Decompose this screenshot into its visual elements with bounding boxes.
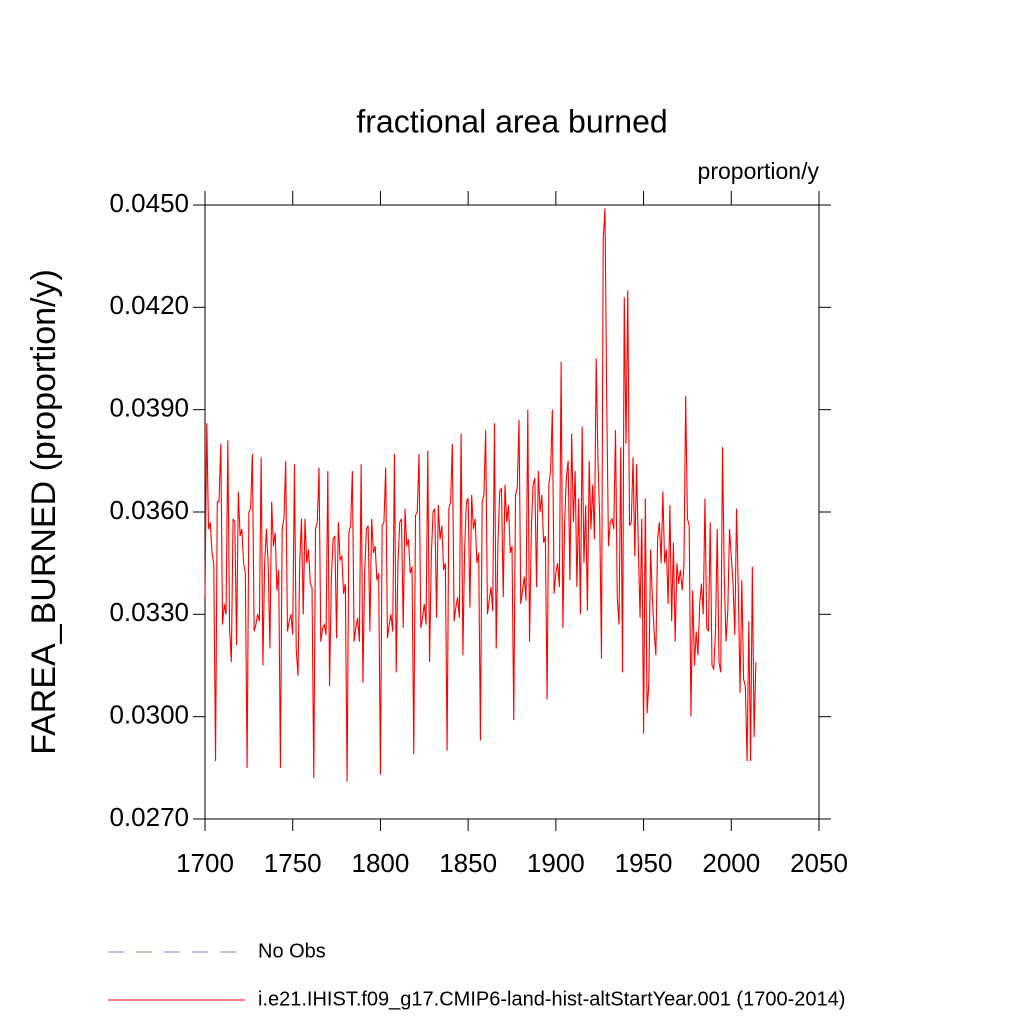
y-axis-label: FAREA_BURNED (proportion/y) [25,269,63,755]
y-tick-label: 0.0360 [109,495,189,525]
y-tick-label: 0.0330 [109,597,189,627]
data-line [204,208,757,782]
y-tick-label: 0.0270 [109,802,189,832]
x-tick-label: 2000 [702,848,760,878]
x-tick-label: 1750 [264,848,322,878]
x-tick-label: 1850 [439,848,497,878]
x-tick-label: 1800 [352,848,410,878]
y-tick-label: 0.0390 [109,393,189,423]
y-tick-label: 0.0450 [109,188,189,218]
x-tick-label: 2050 [790,848,848,878]
legend-label: i.e21.IHIST.f09_g17.CMIP6-land-hist-altS… [258,988,845,1010]
y-tick-label: 0.0300 [109,700,189,730]
chart-title: fractional area burned [356,103,667,139]
x-tick-label: 1700 [176,848,234,878]
y-tick-label: 0.0420 [109,290,189,320]
legend-label: No Obs [258,940,326,962]
chart-subtitle: proportion/y [698,158,820,184]
x-tick-label: 1950 [615,848,673,878]
x-tick-label: 1900 [527,848,585,878]
